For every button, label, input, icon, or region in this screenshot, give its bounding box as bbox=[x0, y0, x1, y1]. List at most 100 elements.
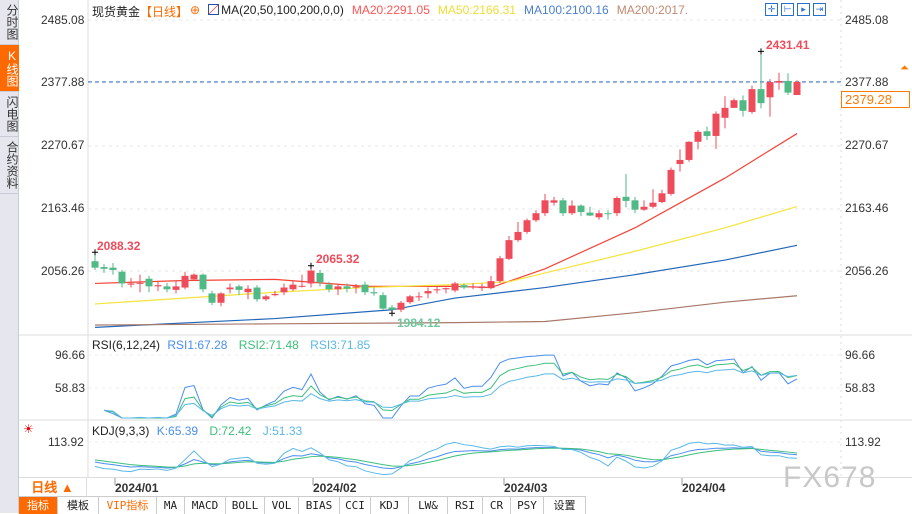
candle-body bbox=[730, 100, 738, 108]
tab-psy[interactable]: PSY bbox=[511, 497, 544, 514]
sidebar-item-flash[interactable]: 闪电图 bbox=[0, 92, 19, 137]
extreme-marker bbox=[758, 48, 764, 55]
candle-body bbox=[352, 286, 360, 288]
candle-body bbox=[766, 82, 774, 98]
date-axis: 日线 ▲ 2024/01 2024/02 2024/03 2024/04 bbox=[19, 477, 912, 497]
tab-kdj[interactable]: KDJ bbox=[371, 497, 409, 514]
tab-ma[interactable]: MA bbox=[157, 497, 185, 514]
zoom-fit-icon[interactable]: ⊢ bbox=[781, 3, 794, 16]
current-price-box: 2379.28 bbox=[841, 91, 910, 108]
candle-body bbox=[217, 293, 225, 303]
candle-body bbox=[145, 278, 153, 287]
candle-body bbox=[370, 292, 378, 294]
left-axis-tick: 2270.67 bbox=[41, 138, 85, 152]
tab-lw[interactable]: LW& bbox=[409, 497, 448, 514]
scroll-up-icon[interactable]: ⏶ bbox=[900, 62, 909, 74]
candle-body bbox=[271, 293, 279, 296]
ma-params: MA(20,50,100,200,0,0) bbox=[221, 3, 344, 17]
candle-body bbox=[757, 89, 765, 104]
ma-settings-icon[interactable] bbox=[208, 4, 220, 15]
date-label: 2024/02 bbox=[313, 481, 357, 495]
candle-body bbox=[307, 270, 315, 284]
add-indicator-icon[interactable]: ⊕ bbox=[190, 3, 201, 17]
sidebar-item-kline[interactable]: K线图 bbox=[0, 45, 19, 92]
tab-cci[interactable]: CCI bbox=[340, 497, 371, 514]
candle-body bbox=[469, 286, 477, 288]
candle-body bbox=[622, 196, 630, 201]
candle-body bbox=[100, 267, 108, 269]
right-axis-tick: 2270.67 bbox=[845, 138, 889, 152]
candle-body bbox=[442, 288, 450, 290]
high-annotation: 2088.32 bbox=[97, 239, 141, 253]
rsi-tick: 58.83 bbox=[55, 381, 86, 395]
candle-body bbox=[298, 285, 306, 287]
candle-body bbox=[424, 291, 432, 294]
candle-body bbox=[127, 283, 135, 285]
candle-body bbox=[694, 131, 702, 142]
rsi-params: RSI(6,12,24) bbox=[92, 338, 161, 352]
candle-body bbox=[478, 286, 486, 289]
sidebar-item-timeshare[interactable]: 分时图 bbox=[0, 0, 19, 45]
tab-cr[interactable]: CR bbox=[483, 497, 511, 514]
date-label: 2024/01 bbox=[115, 481, 159, 495]
candle-body bbox=[721, 107, 729, 118]
candle-body bbox=[235, 286, 243, 290]
candle-body bbox=[631, 200, 639, 210]
rsi-tick: 58.83 bbox=[845, 381, 876, 395]
candle-body bbox=[91, 261, 99, 268]
candle-body bbox=[640, 206, 648, 210]
candle-body bbox=[658, 193, 666, 203]
tab-bias[interactable]: BIAS bbox=[299, 497, 340, 514]
tab-vip-indicators[interactable]: VIP指标 bbox=[99, 497, 157, 514]
candle-body bbox=[676, 159, 684, 165]
candle-body bbox=[433, 289, 441, 291]
candle-body bbox=[604, 213, 612, 215]
candle-body bbox=[181, 275, 189, 288]
left-axis-tick: 2056.26 bbox=[41, 264, 85, 278]
kdj-line-j bbox=[94, 441, 798, 476]
watermark-logo: FX678 bbox=[783, 461, 877, 494]
rsi3-value: RSI3:71.85 bbox=[310, 338, 371, 352]
candle-body bbox=[487, 281, 495, 289]
candle-body bbox=[649, 202, 657, 207]
candle-body bbox=[613, 197, 621, 214]
ma100-value: MA100:2100.16 bbox=[523, 3, 609, 17]
left-axis-tick: 2377.88 bbox=[41, 75, 85, 89]
sidebar-item-contract-info[interactable]: 合约资料 bbox=[0, 137, 19, 194]
candle-body bbox=[514, 231, 522, 241]
tab-vol[interactable]: VOL bbox=[265, 497, 299, 514]
candle-body bbox=[154, 285, 162, 287]
date-label: 2024/04 bbox=[682, 481, 726, 495]
symbol-name: 现货黄金 bbox=[92, 5, 141, 19]
candle-body bbox=[280, 287, 288, 293]
extreme-marker bbox=[308, 262, 314, 269]
candle-body bbox=[586, 212, 594, 216]
tab-macd[interactable]: MACD bbox=[185, 497, 226, 514]
tab-templates[interactable]: 模板 bbox=[58, 497, 99, 514]
rsi-tick: 96.66 bbox=[55, 348, 86, 362]
tab-boll[interactable]: BOLL bbox=[226, 497, 265, 514]
candle-body bbox=[388, 307, 396, 310]
candle-body bbox=[712, 113, 720, 136]
kdj-params: KDJ(9,3,3) bbox=[92, 424, 150, 438]
jump-end-icon[interactable]: ⇥ bbox=[813, 3, 826, 16]
candle-body bbox=[784, 80, 792, 93]
candle-body bbox=[532, 213, 540, 221]
crosshair-icon[interactable]: ✛ bbox=[765, 3, 778, 16]
candle-body bbox=[253, 287, 261, 300]
tab-settings[interactable]: 设置 bbox=[544, 497, 586, 514]
tab-indicators[interactable]: 指标 bbox=[19, 497, 58, 514]
candle-body bbox=[568, 205, 576, 214]
rsi-tick: 96.66 bbox=[845, 348, 876, 362]
play-icon[interactable]: ▸ bbox=[797, 3, 810, 16]
candle-body bbox=[136, 282, 144, 284]
alert-sun-icon[interactable]: ☀ bbox=[23, 422, 34, 436]
date-label: 2024/03 bbox=[504, 481, 548, 495]
candle-body bbox=[775, 80, 783, 83]
extreme-marker bbox=[92, 249, 98, 256]
low-annotation: 1984.12 bbox=[397, 316, 441, 330]
tab-rsi[interactable]: RSI bbox=[448, 497, 483, 514]
candle-body bbox=[685, 141, 693, 160]
period-selector[interactable]: 日线 ▲ bbox=[19, 478, 87, 497]
